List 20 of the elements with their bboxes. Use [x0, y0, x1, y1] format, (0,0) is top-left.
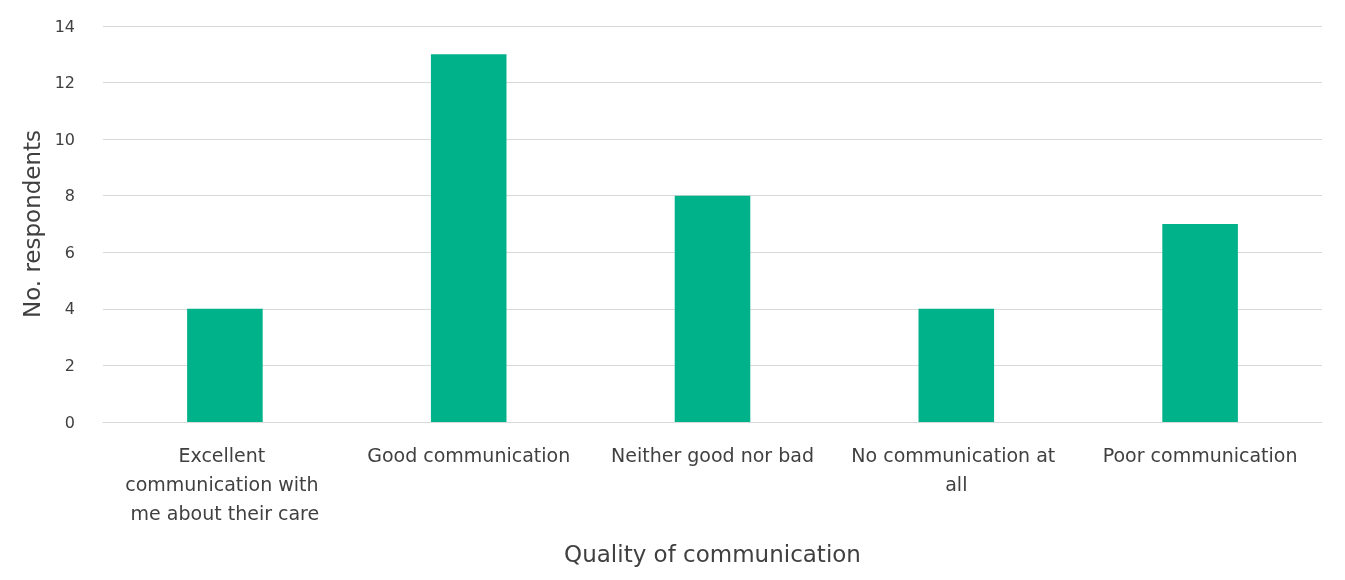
y-tick-label: 2	[64, 355, 75, 375]
x-tick-label: Neither good nor bad	[611, 443, 814, 466]
bar	[918, 308, 995, 422]
x-tick-label: No communication at all	[851, 443, 1062, 495]
x-tick-label: Excellent communication with me about their care	[125, 443, 325, 524]
bar	[430, 54, 507, 422]
y-tick-label: 14	[54, 16, 75, 36]
x-axis-title: Quality of communication	[564, 540, 861, 567]
y-tick-label: 8	[64, 186, 75, 206]
y-tick-label: 10	[54, 129, 75, 149]
y-tick-label: 0	[64, 412, 75, 432]
y-tick-label: 6	[64, 242, 75, 262]
bar	[674, 195, 751, 422]
x-tick-label: Poor communication	[1102, 443, 1298, 466]
y-axis-title: No. respondents	[18, 129, 45, 319]
x-tick-label: Good communication	[367, 443, 571, 466]
bar	[1162, 224, 1238, 422]
bar	[187, 308, 263, 422]
y-tick-label: 4	[64, 299, 75, 319]
y-tick-label: 12	[54, 73, 75, 93]
